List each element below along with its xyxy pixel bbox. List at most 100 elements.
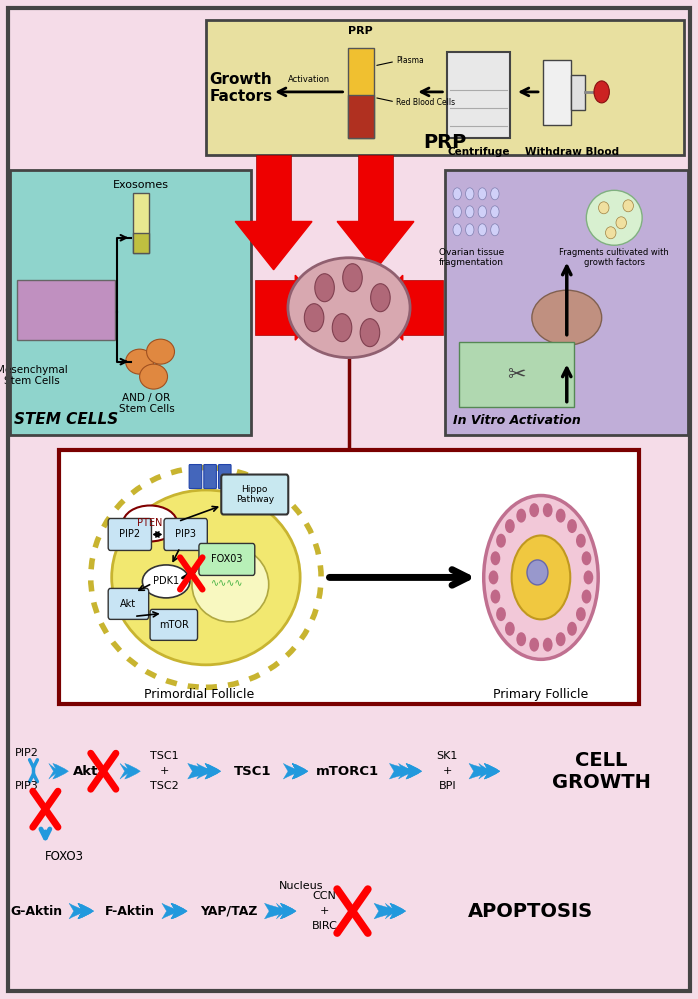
Polygon shape [295, 276, 325, 340]
Text: TSC1: TSC1 [234, 764, 272, 778]
Polygon shape [337, 222, 414, 270]
Bar [133, 233, 149, 253]
Text: APOPTOSIS: APOPTOSIS [468, 901, 593, 921]
Bar [206, 20, 684, 155]
Text: Primary Follicle: Primary Follicle [493, 688, 588, 701]
FancyBboxPatch shape [218, 465, 231, 489]
Ellipse shape [288, 258, 410, 358]
Bar [133, 193, 149, 253]
FancyBboxPatch shape [204, 465, 216, 489]
Text: In Vitro Activation: In Vitro Activation [452, 414, 581, 427]
Text: PIP3: PIP3 [15, 781, 38, 791]
FancyBboxPatch shape [150, 609, 198, 640]
Circle shape [491, 188, 499, 200]
Polygon shape [235, 222, 312, 270]
Ellipse shape [532, 290, 602, 345]
Circle shape [496, 607, 506, 621]
Text: FOXO3: FOXO3 [45, 849, 84, 863]
FancyBboxPatch shape [221, 475, 288, 514]
Circle shape [594, 81, 609, 103]
Ellipse shape [126, 350, 154, 375]
Circle shape [581, 589, 591, 603]
Text: TSC1: TSC1 [149, 751, 179, 761]
Text: SK1: SK1 [437, 751, 458, 761]
Text: Exosomes: Exosomes [113, 180, 169, 190]
Circle shape [491, 224, 499, 236]
Circle shape [491, 206, 499, 218]
Circle shape [371, 284, 390, 312]
Bar [17, 280, 115, 340]
Text: BIRC: BIRC [311, 921, 338, 931]
Bar [348, 48, 374, 138]
Ellipse shape [192, 547, 269, 621]
Text: PIP2: PIP2 [15, 748, 38, 758]
Ellipse shape [586, 190, 642, 245]
FancyBboxPatch shape [164, 518, 207, 550]
FancyBboxPatch shape [189, 465, 202, 489]
Circle shape [496, 533, 506, 547]
Text: Red Blood Cells: Red Blood Cells [396, 98, 456, 107]
Circle shape [466, 224, 474, 236]
Text: Nucleus: Nucleus [279, 881, 324, 891]
Text: ∿∿∿∿: ∿∿∿∿ [211, 578, 243, 588]
Text: PIP3: PIP3 [175, 529, 196, 539]
Bar [445, 170, 688, 435]
Circle shape [567, 621, 577, 635]
Text: PRP: PRP [424, 133, 467, 152]
Circle shape [529, 503, 539, 517]
Circle shape [576, 607, 586, 621]
Bar [543, 60, 571, 125]
Text: PRP: PRP [348, 26, 373, 36]
Text: AND / OR
Stem Cells: AND / OR Stem Cells [119, 393, 174, 415]
Ellipse shape [623, 200, 634, 212]
FancyBboxPatch shape [108, 518, 151, 550]
Text: Activation: Activation [288, 75, 330, 84]
Circle shape [489, 570, 498, 584]
Ellipse shape [598, 202, 609, 214]
Bar [358, 155, 393, 222]
Text: Akt: Akt [120, 598, 137, 609]
Bar [447, 52, 510, 138]
Text: +: + [159, 766, 169, 776]
Circle shape [478, 206, 487, 218]
Text: mTOR: mTOR [159, 619, 188, 630]
Circle shape [567, 519, 577, 533]
Circle shape [505, 519, 514, 533]
Ellipse shape [616, 217, 627, 229]
Circle shape [556, 508, 565, 522]
Bar [459, 342, 574, 407]
Text: +: + [443, 766, 452, 776]
Bar [59, 450, 639, 704]
Circle shape [332, 314, 352, 342]
Text: ✂: ✂ [507, 365, 526, 385]
Text: F-Aktin: F-Aktin [105, 904, 155, 918]
Circle shape [529, 637, 539, 651]
Circle shape [453, 206, 461, 218]
Ellipse shape [605, 227, 616, 239]
Text: +: + [320, 906, 329, 916]
Bar [255, 280, 295, 336]
Circle shape [584, 570, 593, 584]
Circle shape [453, 224, 461, 236]
Circle shape [556, 632, 565, 646]
Text: Fragments cultivated with
growth factors: Fragments cultivated with growth factors [559, 248, 669, 267]
Text: Centrifuge: Centrifuge [447, 147, 510, 157]
Text: STEM CELLS: STEM CELLS [14, 412, 119, 427]
Text: PTEN: PTEN [138, 518, 163, 528]
Text: Withdraw Blood: Withdraw Blood [526, 147, 619, 157]
Text: Hippo
Pathway: Hippo Pathway [236, 485, 274, 504]
FancyBboxPatch shape [108, 588, 149, 619]
Circle shape [360, 319, 380, 347]
Circle shape [466, 206, 474, 218]
Ellipse shape [112, 491, 300, 665]
Bar [571, 75, 585, 110]
Circle shape [453, 188, 461, 200]
Text: Mesenchymal
Stem Cells: Mesenchymal Stem Cells [0, 365, 67, 387]
Text: CCN: CCN [313, 891, 336, 901]
Circle shape [343, 264, 362, 292]
Text: mTORC1: mTORC1 [316, 764, 379, 778]
Text: Ovarian tissue
fragmentation: Ovarian tissue fragmentation [438, 248, 504, 267]
Text: TSC2: TSC2 [149, 781, 179, 791]
Circle shape [517, 632, 526, 646]
Text: CELL
GROWTH: CELL GROWTH [552, 750, 651, 792]
